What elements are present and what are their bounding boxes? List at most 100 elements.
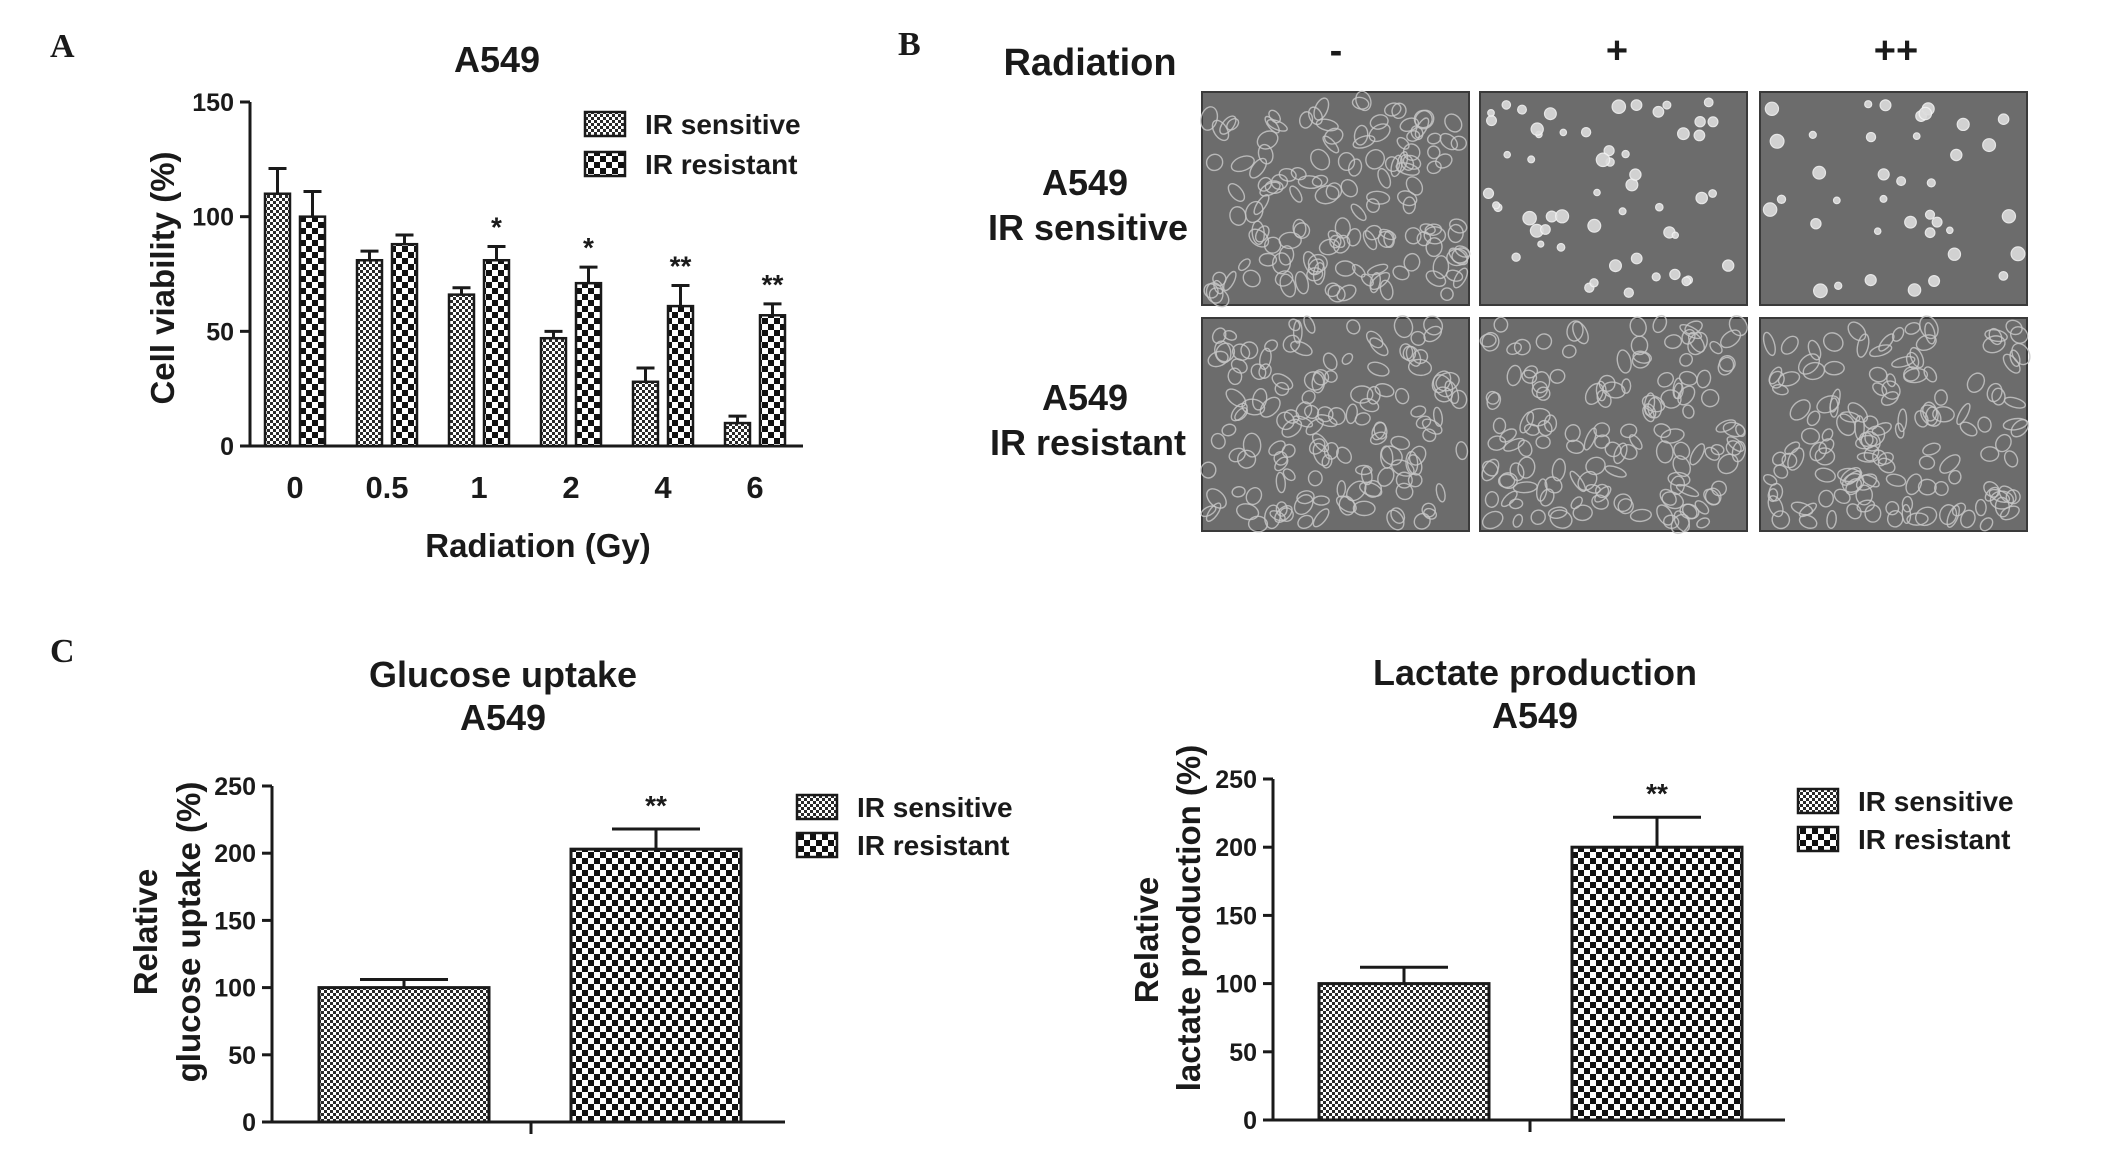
- rounded-cell: [1703, 97, 1714, 108]
- cell-outline: [1225, 388, 1247, 408]
- rounded-cell: [1762, 202, 1778, 217]
- cell-outline: [1809, 441, 1828, 462]
- cell-outline: [1276, 411, 1295, 431]
- micrograph-background: [1759, 317, 2028, 532]
- rounded-cell: [1946, 226, 1954, 235]
- cell-outline: [1566, 439, 1585, 454]
- cell-outline: [1395, 482, 1414, 501]
- cell-outline: [1980, 446, 2000, 462]
- cell-outline: [1482, 460, 1499, 477]
- cell-outline: [1704, 487, 1722, 506]
- cell-outline: [1369, 271, 1381, 294]
- cell-outline: [1374, 383, 1395, 398]
- cell-outline: [1530, 509, 1546, 525]
- significance-marker: *: [583, 232, 594, 263]
- cell-outline: [1517, 456, 1536, 479]
- cell-outline: [1593, 422, 1611, 438]
- cell-outline: [1800, 427, 1821, 445]
- cell-outline: [1450, 135, 1467, 151]
- legend-label-ir-sensitive: IR sensitive: [1858, 786, 2014, 817]
- cell-outline: [1798, 514, 1818, 529]
- glucose-bar-ir-sensitive: [317, 986, 491, 1124]
- row-label-sensitive-line1: A549: [1042, 162, 1128, 203]
- cell-outline: [1715, 419, 1737, 433]
- cell-outline: [1235, 503, 1260, 521]
- rounded-cell: [1873, 227, 1882, 236]
- panel-letter-c: C: [50, 633, 75, 670]
- cell-outline: [1670, 513, 1690, 535]
- cell-outline: [1549, 368, 1566, 384]
- cell-outline: [1237, 258, 1251, 272]
- lactate-chart-subtitle: A549: [1492, 695, 1578, 736]
- cell-outline: [1787, 447, 1805, 471]
- cell-outline: [1517, 439, 1533, 458]
- cell-outline: [1569, 470, 1587, 493]
- cell-outline: [1259, 181, 1281, 197]
- cell-outline: [1903, 366, 1920, 382]
- cell-outline: [1303, 315, 1316, 334]
- cell-outline: [1906, 512, 1929, 526]
- cell-outline: [1366, 198, 1380, 214]
- cell-outline: [1481, 510, 1504, 530]
- cell-outline: [1421, 502, 1436, 518]
- significance-marker: **: [670, 250, 692, 281]
- cell-outline: [1227, 367, 1243, 386]
- rounded-cell: [1669, 268, 1681, 281]
- row-label-sensitive-line2: IR sensitive: [988, 207, 1188, 248]
- cell-outline: [1909, 346, 1925, 369]
- cell-outline: [1274, 270, 1294, 287]
- rounded-cell: [1587, 218, 1602, 233]
- cell-outline: [1231, 486, 1246, 498]
- cell-outline: [1352, 135, 1376, 149]
- rounded-cell: [1603, 145, 1615, 157]
- cell-outline: [1948, 469, 1962, 485]
- rounded-cell: [1912, 132, 1921, 141]
- cell-outline: [1886, 510, 1904, 528]
- cell-outline: [1956, 402, 1971, 426]
- cell-outline: [1207, 350, 1229, 368]
- cell-outline: [1652, 314, 1668, 334]
- viability-bar-ir-resistant: [574, 281, 603, 448]
- cell-outline: [1868, 366, 1888, 383]
- cell-outline: [1777, 371, 1801, 387]
- cell-outline: [1369, 431, 1388, 445]
- glucose-y-axis-label-line2: glucose uptake (%): [170, 782, 207, 1083]
- cell-outline: [1435, 153, 1453, 169]
- viability-y-tick-label: 50: [206, 318, 234, 346]
- cell-outline: [1678, 370, 1698, 386]
- cell-outline: [1422, 428, 1437, 443]
- viability-bar-ir-sensitive: [539, 336, 568, 448]
- cell-outline: [1717, 453, 1739, 475]
- cell-outline: [1324, 282, 1341, 298]
- cell-outline: [1384, 102, 1402, 117]
- viability-bar-ir-sensitive: [631, 380, 660, 448]
- viability-bar-ir-resistant: [666, 304, 695, 448]
- cell-outline: [1292, 218, 1307, 238]
- viability-x-tick-label: 0: [286, 470, 303, 505]
- cell-outline: [1974, 498, 1987, 517]
- cell-outline: [1336, 480, 1347, 498]
- cell-outline: [1847, 321, 1867, 342]
- cell-outline: [1210, 432, 1226, 450]
- cell-outline: [1846, 503, 1862, 520]
- rounded-cell: [1554, 209, 1570, 224]
- cell-outline: [1864, 504, 1882, 523]
- rounded-cell: [1950, 148, 1963, 162]
- cell-outline: [1498, 472, 1518, 490]
- cell-outline: [1855, 484, 1873, 506]
- rounded-cell: [1487, 108, 1495, 117]
- lactate-chart: Lactate production A549 Relative lactate…: [1128, 652, 2014, 1135]
- rounded-cell: [1543, 107, 1557, 121]
- cell-outline: [1402, 196, 1417, 215]
- cell-outline: [1763, 474, 1778, 486]
- cell-outline: [1256, 130, 1279, 150]
- rounded-cell: [1593, 188, 1601, 197]
- legend-swatch-ir-resistant: [1796, 825, 1840, 853]
- cell-outline: [1689, 443, 1706, 466]
- rounded-cell: [1833, 281, 1843, 290]
- cell-outline: [1536, 386, 1551, 401]
- cell-outline: [1620, 423, 1638, 439]
- cell-outline: [1271, 252, 1292, 275]
- cell-outline: [1369, 337, 1389, 357]
- cell-outline: [1728, 315, 1748, 337]
